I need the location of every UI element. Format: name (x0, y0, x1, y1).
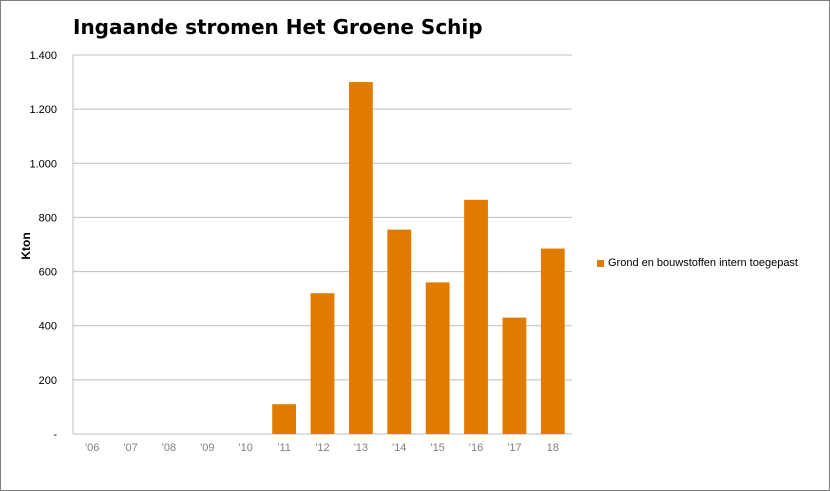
x-tick-label: '08 (162, 442, 176, 454)
bar (348, 82, 373, 435)
x-tick-label: '13 (354, 442, 368, 454)
legend: Grond en bouwstoffen intern toegepast (597, 257, 798, 269)
x-tick-label: '16 (469, 442, 483, 454)
x-tick-label: '07 (123, 442, 137, 454)
x-tick-label: '15 (430, 442, 444, 454)
bar (425, 282, 450, 434)
x-tick-label: '10 (239, 442, 253, 454)
gridlines (73, 54, 572, 381)
x-tick-label: '11 (277, 442, 291, 454)
y-tick-label: 200 (39, 375, 57, 387)
x-tick-label: 18 (547, 442, 559, 454)
y-axis-label: Kton (19, 232, 33, 259)
y-tick-label: 1.200 (29, 104, 57, 116)
x-tick-label: '14 (392, 442, 406, 454)
bar (387, 229, 412, 434)
legend-swatch (597, 259, 604, 267)
y-tick-labels: - 200 400 600 800 1.000 1.200 1.400 (29, 50, 57, 441)
x-tick-label: '06 (85, 442, 99, 454)
bar (464, 199, 488, 434)
x-tick-labels: '06 '07 '08 '09 '10 '11 '12 '13 '14 '15 '16 '17 18 (85, 442, 559, 454)
bar (502, 317, 527, 434)
bars (272, 82, 565, 435)
legend-label: Grond en bouwstoffen intern toegepast (608, 257, 798, 269)
bar (310, 293, 335, 434)
y-tick-label: 400 (39, 321, 57, 333)
chart-title: Ingaande stromen Het Groene Schip (73, 15, 483, 39)
bar (272, 404, 297, 434)
y-tick-label: 1.400 (29, 50, 57, 62)
bar (540, 248, 565, 434)
y-tick-label: 1.000 (29, 158, 57, 170)
x-tick-label: '09 (200, 442, 214, 454)
y-tick-label: 600 (39, 267, 57, 279)
x-tick-label: '12 (315, 442, 329, 454)
y-tick-label: 800 (39, 212, 57, 224)
y-tick-label: - (53, 429, 57, 441)
x-tick-label: '17 (507, 442, 521, 454)
